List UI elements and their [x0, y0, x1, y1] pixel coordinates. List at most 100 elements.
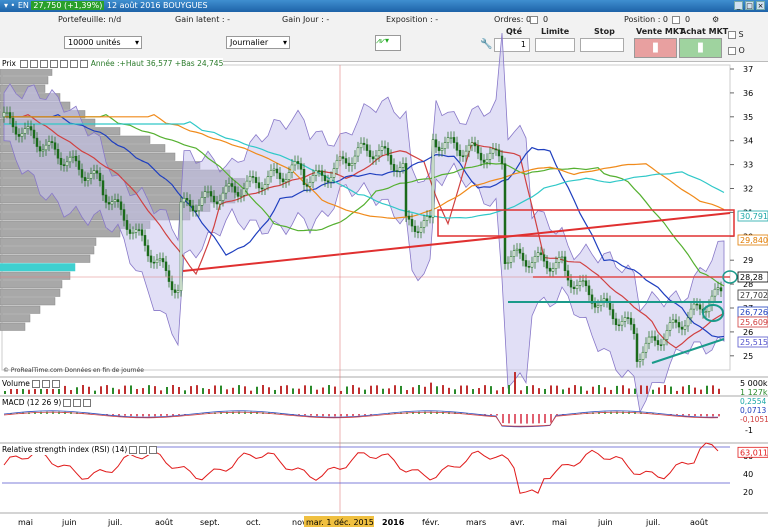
volume-bar — [124, 385, 126, 394]
orders-checkbox[interactable] — [530, 15, 538, 24]
wrench-icon[interactable] — [129, 446, 138, 454]
price-label-box — [737, 316, 768, 328]
volume-bar — [100, 386, 102, 394]
window-icon[interactable] — [73, 399, 82, 407]
volume-bar — [664, 385, 666, 394]
macd-tick: -1 — [745, 426, 753, 435]
volume-profile-bar — [0, 280, 63, 289]
candle-body — [371, 156, 375, 160]
candle-body — [203, 191, 207, 198]
candle-body — [215, 201, 219, 205]
units-select[interactable]: 10000 unités — [64, 36, 142, 49]
wrench-icon[interactable]: 🔧 — [480, 39, 493, 50]
candle-body — [380, 146, 384, 151]
volume-bar — [712, 385, 714, 394]
volume-profile-bar — [0, 237, 97, 246]
candle-body — [149, 255, 153, 263]
candle-body — [182, 198, 186, 203]
candle-body — [119, 201, 123, 210]
y-tick-label: 26 — [743, 328, 753, 337]
candle-body — [545, 260, 549, 269]
price-label-box — [737, 210, 768, 222]
macd-value: 0,2554 — [740, 397, 766, 406]
wrench-icon[interactable] — [20, 60, 29, 68]
volume-bar — [112, 387, 114, 394]
settings-icon[interactable]: ⚙ — [712, 15, 720, 24]
volume-bar — [580, 386, 582, 394]
window-icon[interactable] — [41, 380, 50, 388]
window-menu-icon[interactable]: ▾ • — [4, 1, 18, 10]
macd-histogram-bar — [346, 414, 348, 417]
period-select[interactable]: Journalier — [226, 36, 290, 49]
volume-bar — [334, 386, 336, 394]
limit-input[interactable] — [535, 38, 575, 52]
daily-gain: Gain Jour : - — [282, 15, 330, 24]
candle-body — [251, 176, 255, 178]
candle-body — [281, 178, 285, 183]
buy-market-button[interactable]: ▮ — [679, 38, 722, 58]
macd-histogram-bar — [88, 413, 90, 414]
volume-bar — [502, 386, 504, 394]
wrench-icon[interactable] — [63, 399, 72, 407]
window-icon[interactable] — [30, 60, 39, 68]
window-icon[interactable] — [60, 60, 69, 68]
position-checkbox[interactable] — [672, 15, 680, 24]
volume-bar — [604, 387, 606, 394]
window-icon[interactable] — [40, 60, 49, 68]
candle-body — [230, 183, 234, 187]
window-icon[interactable] — [80, 60, 89, 68]
wrench-icon[interactable] — [31, 380, 40, 388]
price-label-box — [737, 234, 768, 246]
side-o-option[interactable]: O — [728, 46, 745, 55]
window-icon[interactable] — [50, 60, 59, 68]
volume-profile-bar — [0, 288, 61, 297]
volume-bar — [298, 388, 300, 394]
close-icon[interactable]: × — [756, 1, 765, 10]
volume-bar — [676, 390, 678, 394]
candle-body — [374, 155, 378, 160]
candle-body — [716, 287, 720, 290]
candle-body — [83, 177, 87, 181]
window-icon[interactable] — [139, 446, 148, 454]
side-s-option[interactable]: S — [728, 30, 744, 39]
window-icon[interactable] — [149, 446, 158, 454]
macd-histogram-bar — [526, 414, 528, 424]
chart-type-icon[interactable]: ⩘⩗▾ — [375, 35, 401, 51]
volume-bar — [358, 387, 360, 394]
maximize-icon[interactable]: □ — [745, 1, 754, 10]
candle-body — [620, 321, 624, 326]
candle-body — [386, 147, 390, 156]
candle-body — [326, 180, 330, 183]
candle-body — [74, 155, 78, 162]
candle-body — [437, 146, 441, 151]
volume-bar — [208, 389, 210, 394]
volume-bar — [274, 389, 276, 394]
window-icon[interactable] — [83, 399, 92, 407]
candle-body — [527, 266, 531, 268]
candle-body — [5, 112, 9, 114]
candle-body — [422, 220, 426, 228]
volume-bar — [406, 390, 408, 394]
candle-body — [23, 128, 27, 134]
trading-toolbar: Portefeuille: n/d Gain latent : - Gain J… — [0, 12, 768, 62]
volume-bar — [40, 385, 42, 394]
volume-bar — [514, 372, 516, 394]
stop-input[interactable] — [580, 38, 624, 52]
x-axis-label: mars — [466, 518, 486, 527]
volume-bar — [148, 385, 150, 394]
candle-body — [47, 141, 51, 146]
window-icon[interactable] — [51, 380, 60, 388]
candle-body — [704, 311, 708, 314]
price-panel-header: Prix Année :+Haut 36,577 +Bas 24,745 — [0, 58, 224, 69]
minimize-icon[interactable]: _ — [734, 1, 743, 10]
window-icon[interactable] — [70, 60, 79, 68]
macd-histogram-bar — [466, 413, 468, 414]
stop-label: Stop — [594, 27, 615, 36]
volume-bar — [190, 386, 192, 394]
volume-bar — [268, 387, 270, 394]
candle-body — [593, 303, 597, 308]
candle-body — [632, 324, 636, 334]
unrealized-gain: Gain latent : - — [175, 15, 230, 24]
sell-market-button[interactable]: ▮ — [634, 38, 677, 58]
